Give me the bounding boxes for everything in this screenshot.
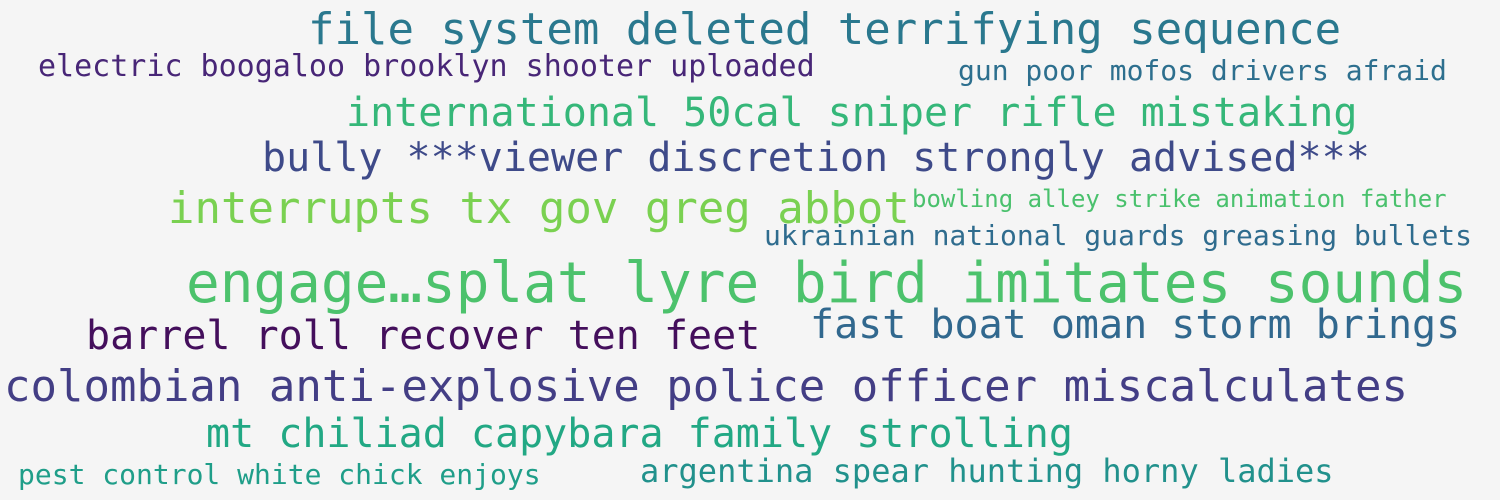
phrase-interrupts-tx: interrupts tx gov greg abbot <box>168 183 910 234</box>
phrase-pest-control: pest control white chick enjoys <box>18 458 541 491</box>
phrase-international-sniper: international 50cal sniper rifle mistaki… <box>346 90 1358 136</box>
phrase-electric-boogaloo: electric boogaloo brooklyn shooter uploa… <box>38 49 815 84</box>
phrase-file-system: file system deleted terrifying sequence <box>308 4 1342 55</box>
phrase-ukrainian-guards: ukrainian national guards greasing bulle… <box>764 219 1473 252</box>
phrase-fast-boat: fast boat oman storm brings <box>810 302 1461 348</box>
phrase-argentina-spear: argentina spear hunting horny ladies <box>640 452 1334 490</box>
phrase-barrel-roll: barrel roll recover ten feet <box>86 313 761 359</box>
phrase-bully-viewer: bully ***viewer discretion strongly advi… <box>262 135 1370 181</box>
phrase-colombian-police: colombian anti-explosive police officer … <box>4 361 1408 412</box>
phrase-gun-poor: gun poor mofos drivers afraid <box>958 54 1447 87</box>
phrase-engage-splat: engage…splat lyre bird imitates sounds <box>186 251 1468 316</box>
phrase-mt-chiliad: mt chiliad capybara family strolling <box>206 411 1073 457</box>
phrase-bowling-alley: bowling alley strike animation father <box>912 185 1447 213</box>
